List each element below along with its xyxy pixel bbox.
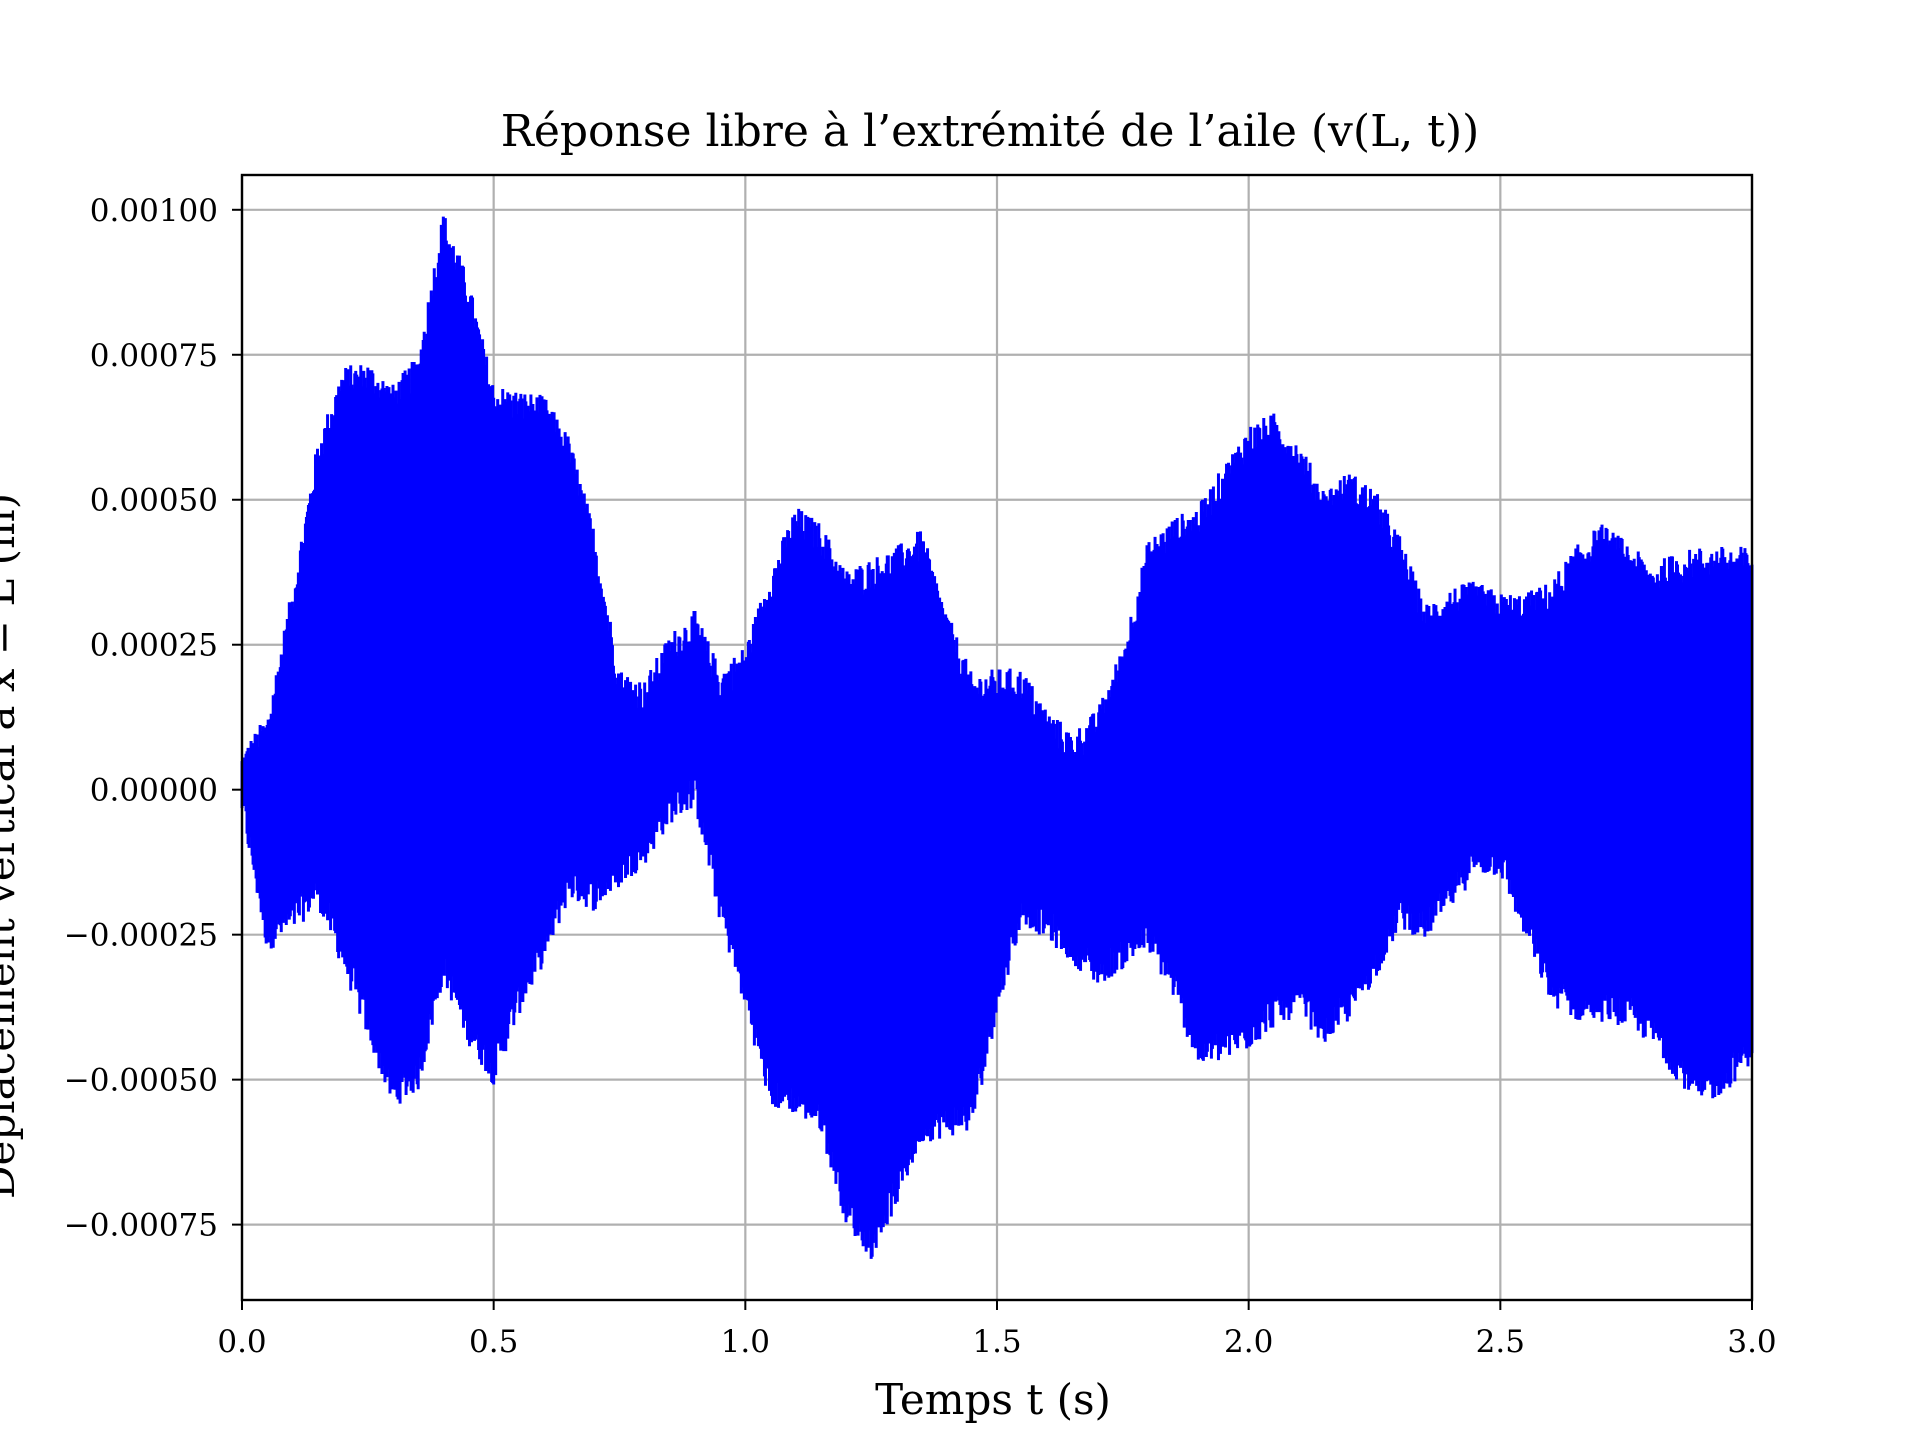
y-tick-label: 0.00000 (90, 773, 218, 809)
y-axis-label: Déplacement vertical à x = L (m) (0, 493, 24, 1199)
y-tick-label: 0.00100 (90, 193, 218, 229)
y-tick-label: −0.00050 (64, 1063, 218, 1099)
x-tick-label: 2.5 (1476, 1324, 1525, 1360)
x-tick-label: 0.5 (469, 1324, 518, 1360)
ticks: 0.0 0.5 1.0 1.5 2.0 2.5 3.0 −0.00075 −0.00050 −0.… (64, 193, 1777, 1360)
x-tick-label: 1.0 (721, 1324, 770, 1360)
x-tick-label: 3.0 (1727, 1324, 1776, 1360)
y-tick-label: 0.00025 (90, 628, 218, 664)
x-tick-label: 2.0 (1224, 1324, 1273, 1360)
x-axis-label: Temps t (s) (875, 1375, 1111, 1424)
y-tick-label: 0.00075 (90, 338, 218, 374)
x-tick-label: 0.0 (217, 1324, 266, 1360)
y-tick-label: −0.00075 (64, 1208, 218, 1244)
chart-title: Réponse libre à l’extrémité de l’aile (v… (501, 106, 1480, 157)
y-tick-label: −0.00025 (64, 918, 218, 954)
y-tick-label: 0.00050 (90, 483, 218, 519)
x-tick-label: 1.5 (972, 1324, 1021, 1360)
